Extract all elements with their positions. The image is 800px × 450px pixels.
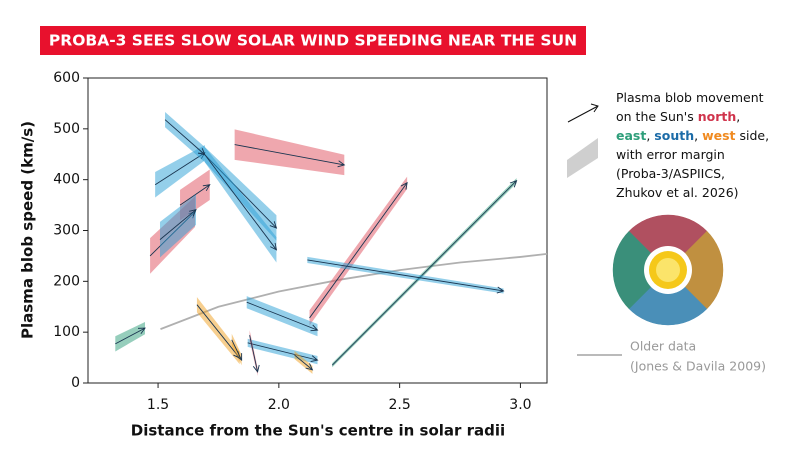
blob-arrow	[247, 342, 318, 361]
blob-arrow	[196, 304, 241, 359]
blob-arrow	[234, 144, 345, 166]
blob-arrow	[159, 209, 197, 240]
legend-text: east	[616, 128, 646, 143]
y-axis-label: Plasma blob speed (km/s)	[19, 121, 37, 339]
x-tick-label: 1.5	[147, 397, 169, 413]
legend-text: with error margin	[616, 147, 725, 162]
x-tick-label: 2.5	[389, 397, 411, 413]
y-tick-label: 200	[53, 273, 80, 289]
legend-text: Plasma blob movement	[616, 90, 764, 105]
arrowhead	[198, 148, 206, 156]
arrowhead	[202, 184, 211, 192]
error-band	[115, 322, 146, 352]
error-band	[155, 145, 205, 198]
sun-image	[612, 214, 724, 326]
legend-text: south	[654, 128, 694, 143]
y-tick-label: 400	[53, 172, 80, 188]
legend-text: Zhukov et al. 2026)	[616, 185, 739, 200]
error-band	[234, 129, 345, 176]
legend-line: Plasma blob movement	[616, 90, 764, 105]
legend-text: (Proba-3/ASPIICS,	[616, 166, 725, 181]
blob-arrow	[294, 354, 313, 371]
arrowhead	[310, 355, 319, 363]
blob-arrow	[249, 335, 259, 372]
legend-text: ,	[694, 128, 702, 143]
blob-arrow	[246, 301, 318, 331]
arrowhead	[252, 364, 260, 373]
x-axis-label: Distance from the Sun's centre in solar …	[131, 422, 505, 440]
older-data-legend-name: Older data	[630, 339, 696, 354]
legend-text: ,	[646, 128, 654, 143]
legend-text: side,	[736, 128, 770, 143]
arrowhead	[189, 208, 197, 217]
arrowhead	[270, 242, 278, 251]
arrowhead	[337, 160, 346, 168]
plot-area	[115, 112, 548, 376]
chart-title: PROBA-3 SEES SLOW SOLAR WIND SPEEDING NE…	[49, 32, 577, 50]
y-tick-label: 0	[71, 375, 80, 391]
legend-line: Zhukov et al. 2026)	[616, 185, 739, 200]
y-tick-label: 500	[53, 121, 80, 137]
legend-text: north	[698, 109, 737, 124]
legend-band	[567, 138, 598, 178]
older-data-line	[160, 252, 548, 330]
legend-arrowhead	[590, 103, 599, 113]
y-tick-label: 100	[53, 324, 80, 340]
error-band	[159, 194, 196, 258]
legend-arrow	[567, 105, 599, 123]
blob-arrow	[154, 152, 206, 186]
legend-text: ,	[736, 109, 740, 124]
arrowhead	[269, 221, 278, 229]
blob-arrow	[307, 259, 504, 292]
arrowhead	[305, 363, 314, 371]
legend-line: (Proba-3/ASPIICS,	[616, 166, 725, 181]
legend-line: east, south, west side,	[616, 128, 769, 143]
error-band	[204, 147, 277, 263]
plot-frame	[87, 77, 548, 384]
blob-arrow	[231, 339, 243, 361]
blob-arrow	[331, 180, 517, 366]
arrowhead	[496, 286, 505, 294]
blob-arrow	[164, 119, 206, 156]
arrowhead	[235, 353, 243, 362]
x-tick-label: 3.0	[509, 397, 531, 413]
arrowhead	[310, 324, 319, 332]
legend-line: with error margin	[616, 147, 725, 162]
legend-text: on the Sun's	[616, 109, 698, 124]
blob-arrow	[204, 154, 277, 251]
blob-arrow	[179, 184, 211, 206]
arrowhead	[509, 179, 518, 188]
legend-line: on the Sun's north,	[616, 109, 740, 124]
older-data-legend-source: (Jones & Davila 2009)	[630, 359, 766, 374]
blob-arrow	[309, 182, 408, 319]
y-tick-label: 300	[53, 223, 80, 239]
arrowhead	[400, 181, 408, 190]
arrowhead	[138, 327, 146, 335]
legend-text: west	[702, 128, 735, 143]
blob-arrow	[115, 327, 146, 345]
x-tick-label: 2.0	[268, 397, 290, 413]
error-band	[196, 297, 240, 365]
title-banner	[40, 26, 586, 55]
y-tick-label: 600	[53, 70, 80, 86]
